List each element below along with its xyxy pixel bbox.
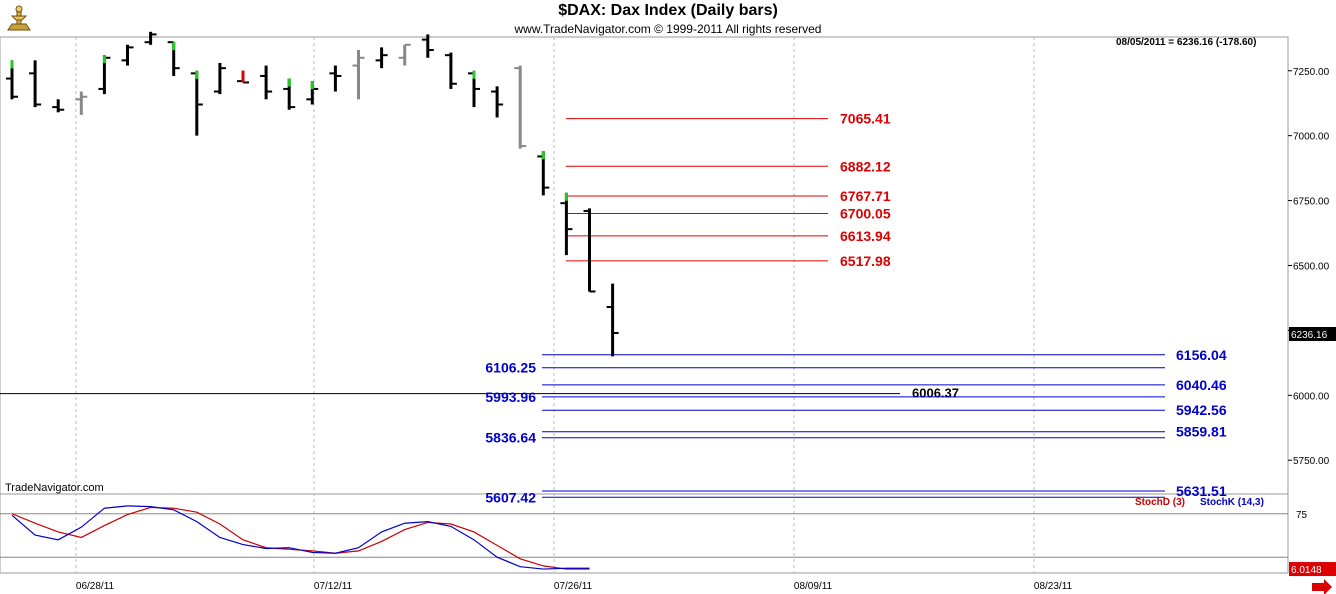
resistance-label: 6517.98: [840, 253, 891, 269]
support-label-right: 6156.04: [1176, 347, 1227, 363]
support-label-right: 5631.51: [1176, 483, 1227, 499]
horizontal-line-label: 6006.37: [912, 386, 959, 401]
x-tick-label: 08/09/11: [794, 581, 833, 592]
support-label-left: 5607.42: [485, 489, 536, 505]
tradenavigator-logo-icon: [4, 4, 34, 34]
y-tick-label: 6750.00: [1293, 197, 1330, 208]
x-tick-label: 08/23/11: [1034, 581, 1073, 592]
support-label-right: 6040.46: [1176, 377, 1227, 393]
support-label-right: 5859.81: [1176, 424, 1227, 440]
support-label-left: 5993.96: [485, 389, 536, 405]
y-tick-label: 6500.00: [1293, 262, 1330, 273]
support-label-left: 6106.25: [485, 360, 536, 376]
x-tick-label: 06/28/11: [76, 581, 115, 592]
chart-subtitle: www.TradeNavigator.com © 1999-2011 All r…: [514, 22, 822, 36]
support-label-left: 5836.64: [485, 430, 536, 446]
price-panel-frame: [0, 36, 1289, 495]
resistance-label: 6882.12: [840, 158, 891, 174]
x-tick-label: 07/12/11: [314, 581, 353, 592]
resistance-label: 7065.41: [840, 111, 891, 127]
last-price-marker: [1289, 327, 1336, 342]
scroll-right-arrow-icon: [1312, 579, 1332, 594]
stoch-k-legend: StochK (14,3): [1200, 497, 1264, 508]
resistance-label: 6700.05: [840, 206, 891, 222]
last-price-label: 6236.16: [1291, 330, 1328, 341]
y-tick-label: 6000.00: [1293, 391, 1330, 402]
stoch-level-label: 75: [1296, 510, 1308, 521]
brand-watermark: TradeNavigator.com: [5, 482, 104, 494]
last-price-info: 08/05/2011 = 6236.16 (-178.60): [1116, 37, 1257, 48]
x-tick-label: 07/26/11: [554, 581, 593, 592]
support-label-right: 5942.56: [1176, 402, 1227, 418]
stoch-last-marker: [1289, 562, 1336, 577]
resistance-label: 6613.94: [840, 228, 891, 244]
stoch-last-label: 6.0148: [1291, 565, 1322, 576]
chart-title: $DAX: Dax Index (Daily bars): [558, 2, 778, 19]
y-tick-label: 7250.00: [1293, 67, 1330, 78]
stoch-k-line: [11, 505, 590, 570]
stoch-d-legend: StochD (3): [1135, 497, 1185, 508]
resistance-label: 6767.71: [840, 188, 891, 204]
y-tick-label: 5750.00: [1293, 456, 1330, 467]
stoch-panel-frame: [0, 493, 1289, 574]
y-tick-label: 7000.00: [1293, 132, 1330, 143]
